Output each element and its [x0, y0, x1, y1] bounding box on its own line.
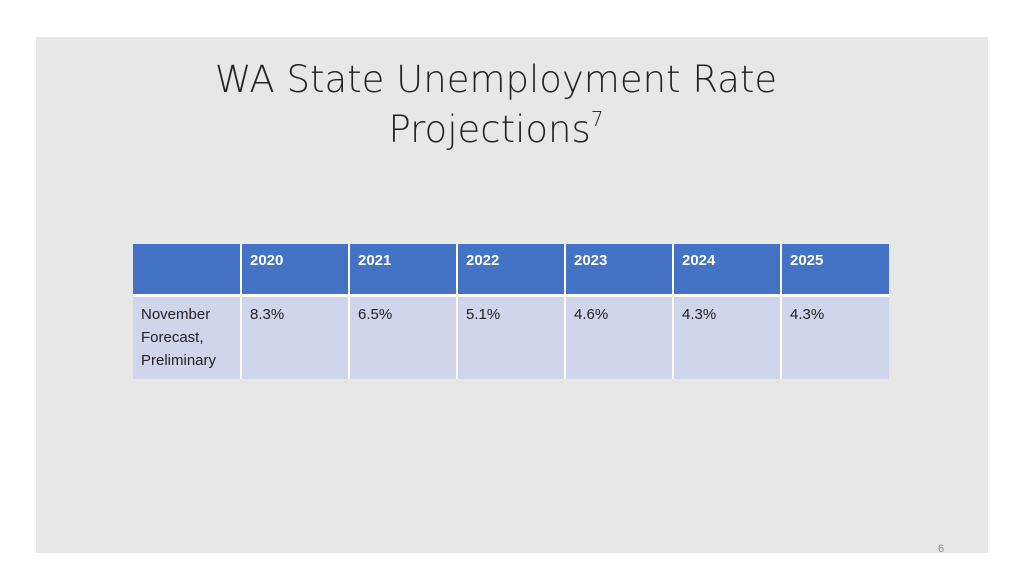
slide: WA State Unemployment Rate Projections7 … [36, 37, 988, 553]
title-footnote: 7 [590, 107, 604, 131]
table-header-2025: 2025 [781, 244, 889, 297]
table-row: November Forecast, Preliminary 8.3% 6.5%… [133, 295, 889, 379]
table-header-2021: 2021 [349, 244, 458, 297]
table-header-blank [133, 244, 242, 297]
slide-title: WA State Unemployment Rate Projections7 [36, 55, 956, 155]
table-cell-2025: 4.3% [781, 295, 889, 379]
table-cell-2023: 4.6% [565, 295, 674, 379]
row-label-line: Preliminary [141, 351, 217, 369]
projection-table: 2020 2021 2022 2023 2024 2025 November F… [133, 244, 889, 379]
page-number: 6 [938, 543, 945, 555]
table-cell-2021: 6.5% [349, 295, 458, 379]
row-label: November Forecast, Preliminary [133, 295, 242, 379]
table-header-2024: 2024 [673, 244, 782, 297]
table-header-2020: 2020 [241, 244, 350, 297]
table-cell-2024: 4.3% [673, 295, 782, 379]
table-cell-2022: 5.1% [457, 295, 566, 379]
row-label-line: Forecast, [141, 328, 204, 346]
table-header-2022: 2022 [457, 244, 566, 297]
table-cell-2020: 8.3% [241, 295, 350, 379]
title-line-2-text: Projections [388, 108, 591, 151]
table-header-row: 2020 2021 2022 2023 2024 2025 [133, 244, 889, 297]
row-label-line: November [141, 305, 211, 323]
title-line-1: WA State Unemployment Rate [214, 58, 778, 101]
title-line-2: Projections7 [36, 105, 956, 155]
table-header-2023: 2023 [565, 244, 674, 297]
